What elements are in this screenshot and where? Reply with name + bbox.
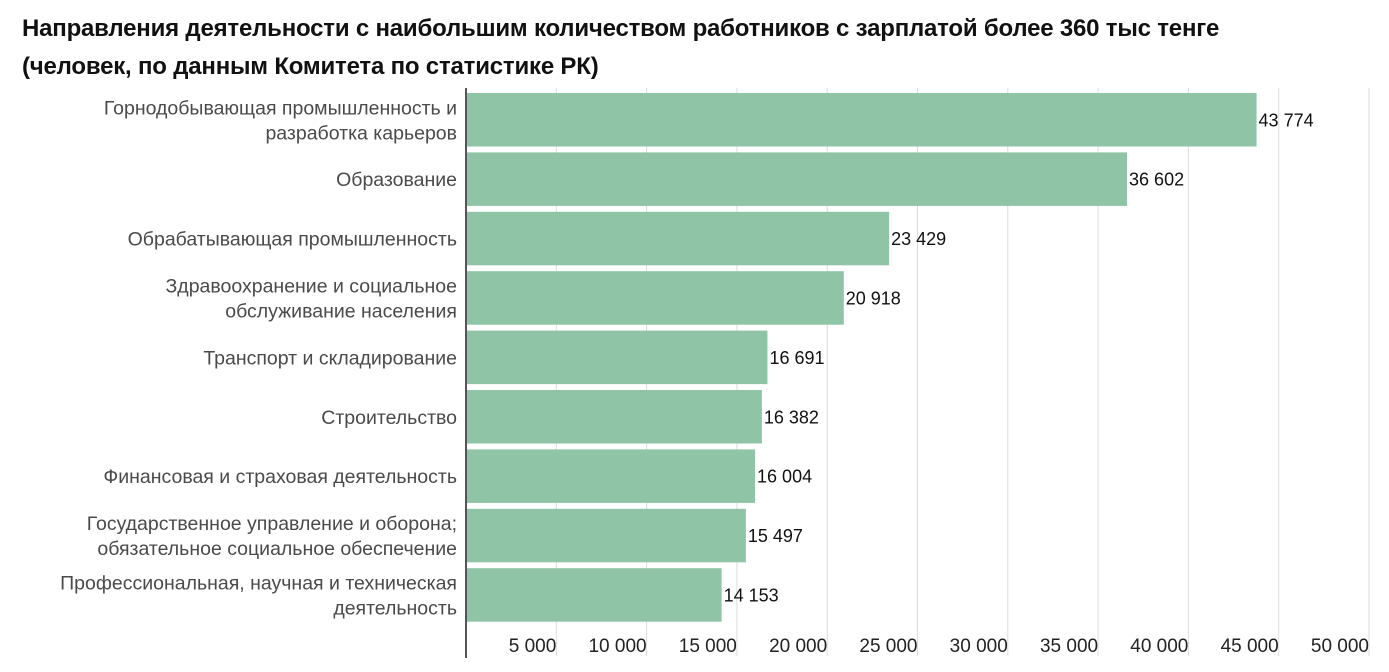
value-label: 16 004 [757, 467, 812, 487]
bars [466, 93, 1257, 622]
value-label: 43 774 [1259, 110, 1314, 130]
category-label: Образование [336, 169, 457, 191]
chart-title-line-2: (человек, по данным Комитета по статисти… [22, 53, 599, 80]
value-label: 16 691 [769, 348, 824, 368]
value-label: 36 602 [1129, 170, 1184, 190]
category-label: Государственное управление и оборона; обя… [87, 513, 457, 560]
value-label: 23 429 [891, 229, 946, 249]
x-tick-label: 15 000 [679, 636, 737, 657]
x-tick-label: 40 000 [1130, 636, 1188, 657]
category-label: Финансовая и страховая деятельность [103, 466, 457, 488]
x-tick-label: 35 000 [1040, 636, 1098, 657]
bar [466, 152, 1128, 206]
x-tick-label: 50 000 [1311, 636, 1369, 657]
bar [466, 93, 1257, 147]
x-axis-ticks: 5 000 10 000 15 000 20 000 25 000 30 000 35 00… [509, 636, 1369, 657]
bar [466, 449, 756, 503]
bar [466, 330, 768, 385]
value-label: 15 497 [748, 526, 803, 546]
category-label: Горнодобывающая промышленность и разработ… [104, 97, 457, 144]
chart-title: Направления деятельности с наибольшим ко… [22, 10, 1372, 86]
category-label: Строительство [321, 407, 457, 429]
category-labels: Горнодобывающая промышленность и разработ… [60, 97, 457, 619]
x-tick-label: 30 000 [950, 636, 1008, 657]
x-tick-label: 25 000 [859, 636, 917, 657]
bar [466, 271, 844, 325]
category-label: Профессиональная, научная и техническая д… [60, 572, 457, 619]
value-label: 14 153 [724, 585, 779, 605]
x-tick-label: 45 000 [1221, 636, 1279, 657]
category-label: Обрабатывающая промышленность [128, 229, 457, 251]
bar [466, 390, 762, 444]
bar [466, 211, 890, 266]
category-label: Здравоохранение и социальное обслуживание… [166, 275, 457, 322]
x-tick-label: 20 000 [769, 636, 827, 657]
value-labels: 43 774 36 602 23 429 20 918 16 691 16 382 16 0… [724, 110, 1314, 605]
chart-title-line-1: Направления деятельности с наибольшим ко… [22, 15, 1220, 42]
category-label: Транспорт и складирование [203, 347, 457, 369]
value-label: 20 918 [846, 288, 901, 308]
value-label: 16 382 [764, 407, 819, 427]
bar [466, 568, 722, 622]
x-tick-label: 10 000 [588, 636, 646, 657]
x-tick-label: 5 000 [509, 636, 557, 657]
bar [466, 508, 746, 563]
